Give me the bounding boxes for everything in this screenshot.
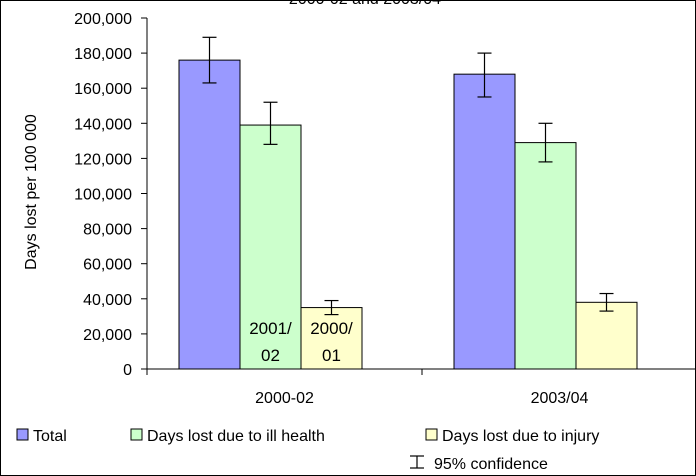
bar-days-lost-due-to-ill-health-2000-02 bbox=[239, 124, 302, 370]
y-tick-label: 60,000 bbox=[83, 257, 132, 274]
chart-title: 2000-02 and 2003/04 bbox=[289, 1, 441, 8]
bars bbox=[178, 59, 638, 370]
y-tick-label: 160,000 bbox=[74, 81, 132, 98]
y-tick-label: 200,000 bbox=[74, 11, 132, 28]
y-tick-label: 40,000 bbox=[83, 292, 132, 309]
legend-swatch-total bbox=[16, 428, 29, 441]
y-tick-label: 80,000 bbox=[83, 222, 132, 239]
x-tick-label-2000-02: 2000-02 bbox=[255, 390, 314, 407]
legend-swatch-days-lost-due-to-injury bbox=[425, 428, 438, 441]
y-tick-label: 20,000 bbox=[83, 327, 132, 344]
bar-annotation-days-lost-due-to-injury: 2000/ bbox=[310, 319, 353, 338]
bar-days-lost-due-to-injury-2000-02 bbox=[300, 307, 363, 370]
error-bars bbox=[202, 36, 614, 316]
bar-days-lost-due-to-ill-health-2003-04 bbox=[514, 142, 577, 370]
axes: 0 20,000 40,000 60,000 80,000 100,000 120,000 1… bbox=[23, 11, 695, 407]
legend-label-confidence: 95% confidence bbox=[434, 456, 548, 473]
y-tick-label: 120,000 bbox=[74, 151, 132, 168]
legend: Total Days lost due to ill health Days los… bbox=[16, 428, 599, 473]
bar-annotation-days-lost-due-to-ill-health: 02 bbox=[261, 346, 280, 365]
y-tick-label: 140,000 bbox=[74, 116, 132, 133]
labels: 2000-02 and 2003/04 2001/02 2000/01 bbox=[249, 1, 441, 365]
y-tick-label: 100,000 bbox=[74, 187, 132, 204]
legend-label-days-lost-due-to-injury: Days lost due to injury bbox=[442, 428, 599, 445]
bar-total-2003-04 bbox=[453, 73, 516, 370]
bar-days-lost-due-to-injury-2003-04 bbox=[575, 301, 638, 370]
legend-label-days-lost-due-to-ill-health: Days lost due to ill health bbox=[147, 428, 325, 445]
bar-total-2000-02 bbox=[178, 59, 241, 370]
bar-annotation-days-lost-due-to-ill-health: 2001/ bbox=[249, 319, 292, 338]
legend-label-total: Total bbox=[33, 428, 67, 445]
y-tick-label: 180,000 bbox=[74, 46, 132, 63]
y-tick-label: 0 bbox=[123, 362, 132, 379]
legend-swatch-days-lost-due-to-ill-health bbox=[130, 428, 143, 441]
bar-annotation-days-lost-due-to-injury: 01 bbox=[322, 346, 341, 365]
x-tick-label-2003-04: 2003/04 bbox=[531, 390, 589, 407]
y-axis-label: Days lost per 100 000 bbox=[23, 114, 40, 270]
